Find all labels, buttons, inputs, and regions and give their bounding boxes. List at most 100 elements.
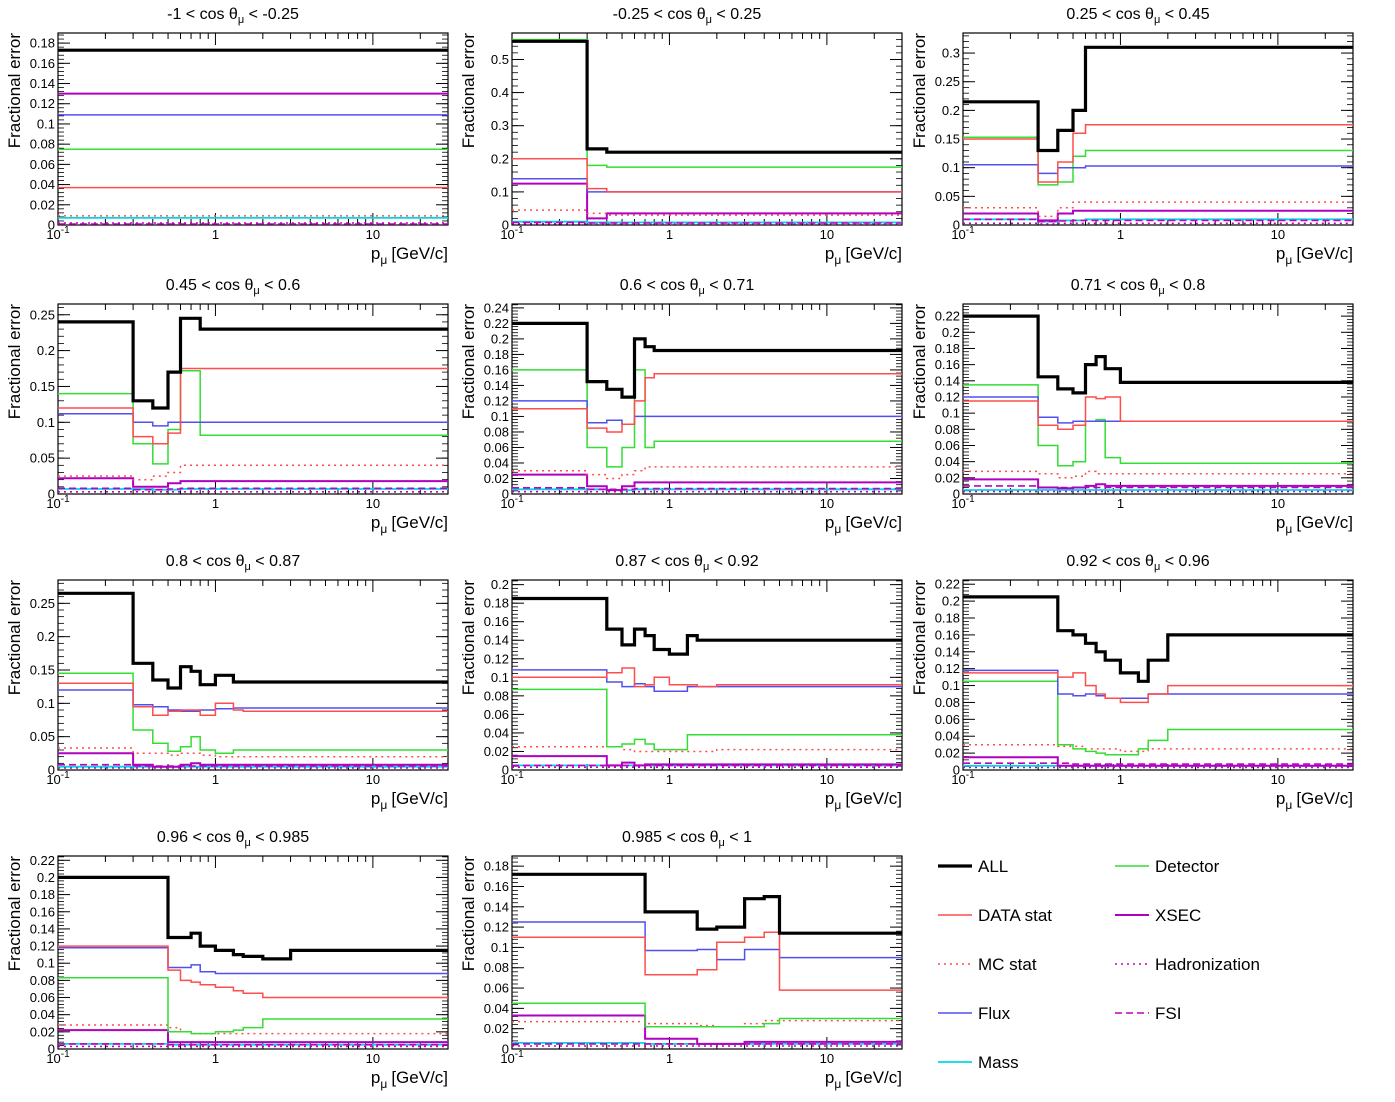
legend-item-hadronization: Hadronization <box>1115 955 1260 974</box>
series-flux <box>58 412 448 427</box>
y-tick-label: 0 <box>48 218 55 233</box>
panel-title: 0.92 < cos θμ < 0.96 <box>1066 553 1209 573</box>
y-tick-label: 0.1 <box>37 696 55 711</box>
x-tick-label: 1 <box>212 227 219 242</box>
x-tick-label: 10-1 <box>46 1049 70 1066</box>
y-tick-label: 0.2 <box>491 577 509 592</box>
y-tick-label: 0.18 <box>484 596 509 611</box>
series-detector <box>512 688 902 751</box>
panel-8: 0.87 < cos θμ < 0.92 0 0.02 0.04 0.06 0.08 0.1… <box>459 553 903 812</box>
series-xsec <box>58 477 448 488</box>
y-tick-label: 0.04 <box>484 1001 509 1016</box>
x-tick-label: 10 <box>820 772 834 787</box>
y-tick-label: 0.16 <box>935 627 960 642</box>
series-fsi <box>512 487 902 491</box>
y-tick-label: 0.16 <box>935 357 960 372</box>
y-axis-label: Fractional error <box>910 304 929 420</box>
y-tick-label: 0.18 <box>484 347 509 362</box>
series-all <box>58 591 448 690</box>
x-tick-label: 10-1 <box>500 494 524 511</box>
series-all <box>58 875 448 961</box>
y-tick-label: 0.06 <box>30 157 55 172</box>
legend-label: Detector <box>1155 857 1220 876</box>
x-tick-label: 1 <box>666 1051 673 1066</box>
x-tick-label: 1 <box>1117 227 1124 242</box>
x-tick-label: 10-1 <box>951 770 975 787</box>
y-axis-label: Fractional error <box>459 580 478 696</box>
series-all <box>58 316 448 410</box>
legend-item-fsi: FSI <box>1115 1004 1181 1023</box>
series-all <box>512 321 902 399</box>
y-tick-label: 0 <box>502 1042 509 1057</box>
y-tick-label: 0.12 <box>484 393 509 408</box>
y-axis-label: Fractional error <box>459 304 478 420</box>
y-tick-label: 0.22 <box>30 853 55 868</box>
plot-frame <box>511 32 903 226</box>
x-axis-label: pμ [GeV/c] <box>371 789 448 812</box>
series-data-stat <box>512 373 902 433</box>
y-tick-label: 0.02 <box>484 1021 509 1036</box>
x-tick-label: 10 <box>820 1051 834 1066</box>
x-tick-label: 1 <box>212 1051 219 1066</box>
y-tick-label: 0.04 <box>935 454 960 469</box>
y-tick-label: 0.3 <box>491 118 509 133</box>
y-tick-label: 0.08 <box>484 688 509 703</box>
y-tick-label: 0.22 <box>484 316 509 331</box>
legend-label: Mass <box>978 1053 1019 1072</box>
y-axis-label: Fractional error <box>5 33 24 149</box>
x-axis-label: pμ [GeV/c] <box>1276 244 1353 267</box>
legend: ALL DATA stat MC stat Flux Mass Detector XSEC H… <box>938 857 1260 1072</box>
y-tick-label: 0.06 <box>484 440 509 455</box>
y-tick-label: 0.16 <box>30 56 55 71</box>
plot-frame <box>962 303 1354 495</box>
legend-item-data-stat: DATA stat <box>938 906 1052 925</box>
x-tick-label: 10-1 <box>500 770 524 787</box>
y-tick-label: 0.16 <box>484 362 509 377</box>
y-tick-label: 0.16 <box>30 904 55 919</box>
series-xsec <box>512 473 902 492</box>
y-tick-label: 0.08 <box>484 424 509 439</box>
series-xsec <box>963 756 1353 767</box>
y-tick-label: 0.24 <box>484 300 509 315</box>
series-fsi <box>963 218 1353 223</box>
series-flux <box>512 177 902 193</box>
series-data-stat <box>58 682 448 717</box>
series-fsi <box>58 1043 448 1046</box>
y-tick-label: 0.22 <box>935 577 960 592</box>
y-tick-label: 0.18 <box>30 887 55 902</box>
panel-title: 0.985 < cos θμ < 1 <box>622 829 752 849</box>
legend-label: FSI <box>1155 1004 1181 1023</box>
y-tick-label: 0.1 <box>491 184 509 199</box>
series-mc-stat <box>963 470 1353 479</box>
legend-label: ALL <box>978 857 1008 876</box>
legend-item-all: ALL <box>938 857 1008 876</box>
y-axis-label: Fractional error <box>910 580 929 696</box>
y-tick-label: 0.02 <box>30 197 55 212</box>
y-tick-label: 0.04 <box>30 1007 55 1022</box>
x-axis-label: pμ [GeV/c] <box>825 513 902 536</box>
series-mc-stat <box>58 747 448 758</box>
legend-item-mass: Mass <box>938 1053 1019 1072</box>
panel-title: 0.96 < cos θμ < 0.985 <box>157 829 309 849</box>
series-mass <box>512 488 902 491</box>
plot-frame <box>962 579 1354 771</box>
y-tick-label: 0.14 <box>484 633 509 648</box>
y-tick-label: 0.15 <box>30 663 55 678</box>
x-tick-label: 1 <box>666 496 673 511</box>
series-fsi <box>58 487 448 491</box>
y-tick-label: 0.22 <box>935 309 960 324</box>
legend-label: Hadronization <box>1155 955 1260 974</box>
y-tick-label: 0.14 <box>484 378 509 393</box>
y-tick-label: 0.25 <box>935 74 960 89</box>
series-detector <box>512 369 902 468</box>
y-axis-label: Fractional error <box>459 856 478 972</box>
y-tick-label: 0.2 <box>942 103 960 118</box>
y-tick-label: 0.1 <box>942 406 960 421</box>
panel-6: 0.71 < cos θμ < 0.8 0 0.020.040.060.080.1 0… <box>910 277 1354 536</box>
panel-5: 0.6 < cos θμ < 0.7100.020.040.060.080.10… <box>459 277 903 536</box>
x-tick-label: 10-1 <box>500 225 524 242</box>
y-tick-label: 0.2 <box>491 151 509 166</box>
y-tick-label: 0.04 <box>484 455 509 470</box>
series-xsec <box>512 1014 902 1045</box>
